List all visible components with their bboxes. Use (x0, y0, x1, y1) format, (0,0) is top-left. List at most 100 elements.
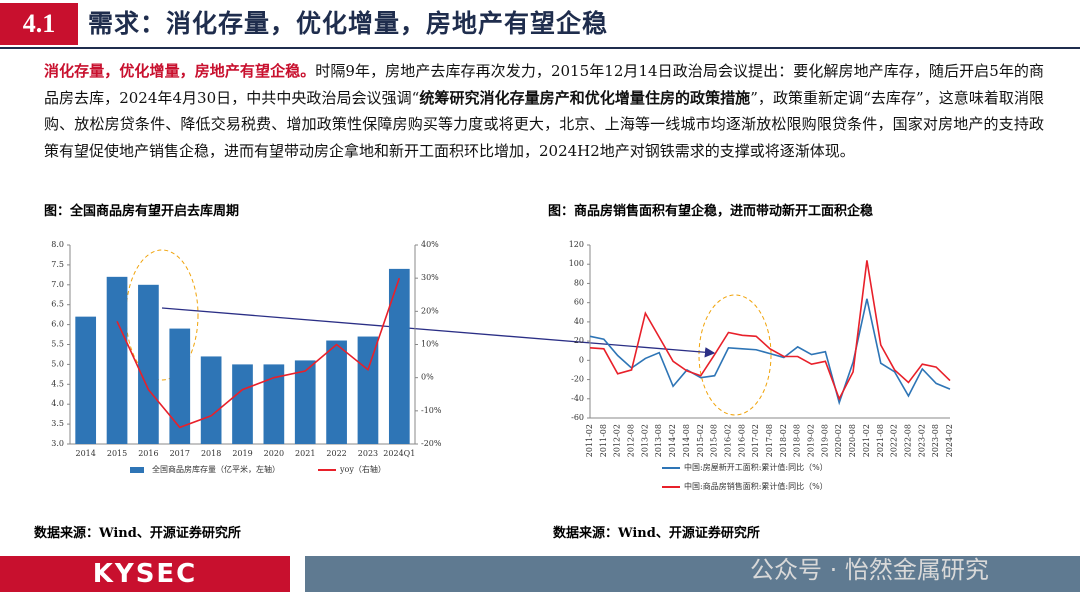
y2-tick-label: -20% (421, 439, 442, 448)
y-tick-label: 3.5 (51, 419, 64, 428)
x-tick-label: 2021-08 (876, 424, 885, 457)
chart-title: 图：全国商品房有望开启去库周期 (44, 204, 240, 219)
bar (294, 360, 316, 444)
y-tick-label: 5.5 (51, 340, 64, 349)
x-tick-label: 2011-02 (585, 424, 594, 457)
x-tick-label: 2023-02 (917, 424, 926, 457)
x-tick-label: 2015-08 (710, 424, 719, 457)
legend-label: 中国:商品房销售面积:累计值:同比（%） (684, 481, 828, 491)
x-tick-label: 2016-08 (737, 424, 746, 457)
y2-tick-label: 10% (421, 340, 439, 349)
x-tick-label: 2024Q1 (383, 449, 415, 458)
y2-tick-label: 40% (421, 240, 439, 249)
line (116, 277, 401, 429)
x-tick-label: 2012-02 (613, 424, 622, 457)
x-tick-label: 2022-08 (903, 424, 912, 457)
legend-label: 全国商品房库存量（亿平米，左轴） (152, 464, 280, 474)
y-tick-label: 100 (569, 259, 584, 268)
emphasis: 统筹研究消化存量房产和优化增量住房的政策措施 (419, 88, 751, 107)
x-tick-label: 2022-02 (890, 424, 899, 457)
bar (75, 316, 97, 444)
x-tick-label: 2021-02 (862, 424, 871, 457)
y-tick-label: 4.5 (51, 379, 64, 388)
y-tick-label: 0 (579, 355, 584, 364)
y2-tick-label: -10% (421, 406, 442, 415)
footer-bar (305, 556, 1080, 592)
x-tick-label: 2023 (358, 449, 378, 458)
x-tick-label: 2018-02 (779, 424, 788, 457)
paragraph: 消化存量，优化增量，房地产有望企稳。时隔9年，房地产去库存再次发力，2015年1… (44, 58, 1044, 164)
y-tick-label: 6.5 (51, 300, 64, 309)
x-tick-label: 2020-08 (848, 424, 857, 457)
y-tick-label: 3.0 (51, 439, 64, 448)
watermark: 公众号 · 怡然金属研究 (750, 556, 989, 584)
x-tick-label: 2019-08 (820, 424, 829, 457)
x-tick-label: 2018-08 (793, 424, 802, 457)
x-tick-label: 2022 (326, 449, 346, 458)
x-tick-label: 2014 (76, 449, 96, 458)
slide-title: 需求：消化存量，优化增量，房地产有望企稳 (88, 9, 609, 38)
x-tick-label: 2016 (138, 449, 158, 458)
y2-tick-label: 30% (421, 273, 439, 282)
legend-label: 中国:房屋新开工面积:累计值:同比（%） (684, 462, 828, 472)
x-tick-label: 2014-08 (682, 424, 691, 457)
y-tick-label: 80 (574, 278, 584, 287)
y-tick-label: 6.0 (51, 320, 64, 329)
arrow (161, 307, 716, 358)
x-tick-label: 2024-02 (945, 424, 954, 457)
bar (232, 364, 253, 444)
text: ”，政策重新定调“去库存”，这意味着取消限购、放松房贷条件、降低交易税费、增加政… (44, 88, 1044, 160)
line (589, 260, 951, 401)
bar (106, 276, 128, 444)
y-tick-label: 40 (574, 317, 584, 326)
legend-swatch (130, 467, 144, 473)
y-tick-label: 8.0 (51, 240, 64, 249)
bar (357, 336, 379, 444)
y-tick-label: 60 (574, 298, 584, 307)
x-tick-label: 2013-02 (640, 424, 649, 457)
y-tick-label: -40 (571, 394, 584, 403)
x-tick-label: 2021 (295, 449, 315, 458)
bar (138, 284, 159, 444)
y2-tick-label: 20% (421, 306, 439, 315)
x-tick-label: 2017 (170, 449, 190, 458)
y-tick-label: -20 (571, 375, 584, 384)
highlight (698, 294, 772, 416)
y2-tick-label: 0% (421, 373, 434, 382)
x-tick-label: 2011-08 (599, 424, 608, 457)
x-tick-label: 2012-08 (627, 424, 636, 457)
x-tick-label: 2020-02 (834, 424, 843, 457)
legend-label: yoy（右轴） (339, 464, 386, 474)
x-tick-label: 2019-02 (807, 424, 816, 457)
x-tick-label: 2017-02 (751, 424, 760, 457)
x-tick-label: 2014-02 (668, 424, 677, 457)
y-tick-label: 5.0 (51, 359, 64, 368)
lead: 消化存量，优化增量，房地产有望企稳。 (44, 62, 316, 80)
text: 时隔9年，房地产去库存再次发力，2015年12月14日政治局会议提出：要化解房地… (44, 62, 1044, 107)
x-tick-label: 2023-08 (931, 424, 940, 457)
x-tick-label: 2013-08 (654, 424, 663, 457)
y-tick-label: 7.5 (51, 260, 64, 269)
header: 4.1 需求：消化存量，优化增量，房地产有望企稳 (0, 3, 1080, 45)
x-tick-label: 2018 (201, 449, 221, 458)
y-tick-label: 120 (569, 240, 584, 249)
y-tick-label: -60 (571, 413, 584, 422)
bar (169, 328, 191, 444)
y-tick-label: 4.0 (51, 399, 64, 408)
y-tick-label: 20 (574, 336, 584, 345)
source: 数据来源：Wind、开源证券研究所 (553, 526, 760, 541)
bar (263, 364, 285, 444)
source: 数据来源：Wind、开源证券研究所 (34, 526, 241, 541)
x-tick-label: 2016-02 (723, 424, 732, 457)
x-tick-label: 2017-08 (765, 424, 774, 457)
y-tick-label: 7.0 (51, 280, 64, 289)
bar (200, 356, 222, 444)
chart-title: 图：商品房销售面积有望企稳，进而带动新开工面积企稳 (548, 204, 874, 219)
line (589, 298, 951, 406)
bar (388, 268, 410, 444)
section-number: 4.1 (0, 3, 78, 45)
x-tick-label: 2019 (232, 449, 252, 458)
rule (0, 47, 1080, 49)
